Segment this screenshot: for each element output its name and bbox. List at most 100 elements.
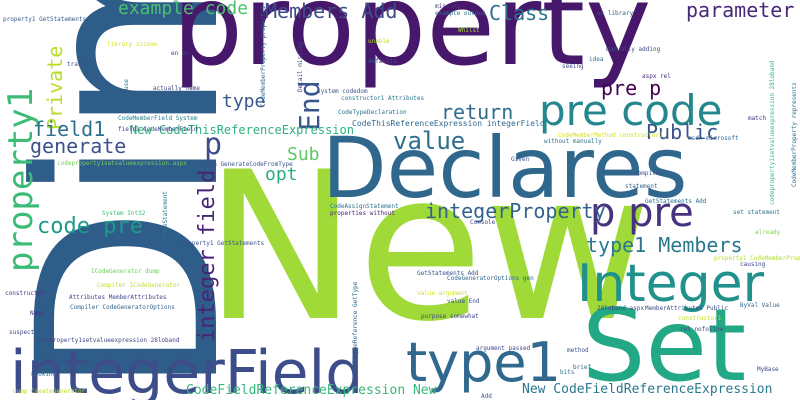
word-byval-value: ByVal Value: [740, 302, 780, 309]
word-bits: bits: [560, 369, 575, 376]
word-codeproperty1setvalueexpression-28loband: codeproperty1setvalueexpression 28loband: [769, 60, 776, 206]
word-already: already: [755, 229, 781, 236]
word-brief: brief: [573, 364, 592, 371]
word-us-library: us library: [597, 10, 634, 17]
word-constructor1-attributes: constructor1 Attributes: [341, 95, 425, 102]
word-memberattributes-public: MemberAttributes Public: [645, 305, 729, 312]
word-new-codefieldreferenceexpression: New CodeFieldReferenceExpression: [522, 382, 773, 397]
word-whilst: Whilst: [458, 27, 480, 34]
word-name: Name: [30, 310, 45, 317]
word-codetypereference-gettype: CodeTypeReference GetType: [352, 281, 359, 372]
word-members-add: Members Add: [265, 0, 398, 23]
word-seeing: seeing: [562, 63, 584, 70]
word-use: use: [123, 79, 130, 90]
word-field1: field1: [33, 117, 106, 141]
word-detail-missing: Detail missing: [297, 41, 304, 92]
word-unable: unable: [368, 38, 390, 45]
word-compiler-icodegenerator: Compiler ICodeGenerator: [97, 282, 181, 289]
word-codeproperty1setvalueexpression-28loband: codeproperty1setvalueexpression 28loband: [35, 337, 180, 344]
word-new: New: [204, 129, 652, 367]
word-codememberproperty-represents: CodeMemberProperty represents: [791, 82, 798, 187]
word-system-int32: System Int32: [102, 210, 146, 217]
word-value-end: value End: [447, 298, 480, 305]
word-codethisreferenceexpression-integerfield: CodeThisReferenceExpression integerField: [352, 119, 545, 128]
word-property1-codememberproperty: property1 CodeMemberProperty: [714, 255, 800, 262]
word-integer: Integer: [577, 254, 765, 314]
word-getstatements-add: GetStatements Add: [645, 198, 707, 205]
word-codetypedeclaration: CodeTypeDeclaration: [338, 109, 407, 116]
word-codeassignstatement: CodeAssignStatement: [330, 203, 399, 210]
word-codeproperty1setvalueexpression-aspx: codeproperty1setvalueexpression.aspx: [57, 160, 188, 167]
word-argument-passed: argument passed: [476, 345, 531, 352]
word-rel-nofollow: rel nofollow: [680, 326, 724, 333]
word-public: Public: [646, 120, 719, 144]
word-codememberfield-system: CodeMemberField System: [118, 115, 198, 122]
word-codestatement: CodeStatement: [162, 191, 169, 238]
word-track: track: [67, 61, 86, 68]
word-causing: causing: [740, 261, 766, 268]
word-method: method: [567, 347, 589, 354]
word-match: match: [748, 115, 767, 122]
word-statement: statement: [625, 183, 658, 190]
word-codemembermethod-constructor1: CodeMemberMethod constructor1: [558, 132, 663, 139]
word-set-statement: set statement: [733, 209, 780, 216]
word-compiles: compiles: [634, 170, 663, 177]
word-compiler-codegeneratoroptions: Compiler CodeGeneratorOptions: [70, 304, 175, 311]
word-given: Given: [511, 156, 530, 163]
word-missing: missing: [435, 3, 461, 10]
word-new-codethisreferenceexpression: New CodeThisReferenceExpression: [130, 123, 354, 137]
word-field1-codememberfield: field1 CodeMemberField: [118, 126, 198, 133]
word-integerfield: integerField: [10, 338, 364, 400]
word-console: Console: [470, 219, 496, 226]
word-en-us: en us: [171, 50, 190, 57]
word-looking: Looking: [31, 371, 57, 378]
word-type1: type1: [406, 331, 561, 394]
word-gen-generatecodefromtype: gen GenerateCodeFromType: [206, 161, 293, 168]
word-codefieldreferenceexpression-new: CodeFieldReferenceExpression New: [186, 383, 437, 398]
word-type1-members: type1 Members: [586, 233, 743, 257]
word-without-manually: without manually: [544, 138, 602, 145]
word-opt: opt: [265, 164, 298, 185]
word-return: return: [441, 100, 514, 124]
word-integerproperty: integerProperty: [425, 199, 606, 223]
word-p: p: [204, 127, 223, 162]
word-pre-code: pre code: [539, 86, 723, 135]
word-purpose-somewhat: purpose somewhat: [421, 313, 479, 320]
word-system-codedom: system codedom: [317, 88, 368, 95]
word-dump-creategenerator: dump CreateGenerator: [13, 388, 86, 395]
word-integer-field: integer field: [195, 169, 220, 342]
word-actually-name: actually name: [153, 85, 200, 92]
word-aspx-rel: aspx rel: [642, 73, 671, 80]
word-defaults: defaults: [368, 58, 397, 65]
word-pre-p: pre p: [601, 76, 662, 100]
word-value-argument: value argument: [417, 290, 468, 297]
word-value: value: [393, 127, 466, 155]
word-codegeneratoroptions-gen: CodeGeneratorOptions gen: [447, 275, 534, 282]
word-sub: Sub: [287, 144, 320, 165]
word-getstatements-add: GetStatements Add: [417, 270, 479, 277]
word-28loband-aspx: 28loband aspx: [597, 305, 644, 312]
word-attributes-memberattributes: Attributes MemberAttributes: [69, 294, 167, 301]
word-parameter: parameter: [686, 0, 795, 22]
word-property: property: [172, 0, 652, 91]
word-set: Set: [582, 287, 747, 400]
word-property1: property1: [1, 87, 41, 272]
word-msdn-microsoft: msdn microsoft: [688, 135, 739, 142]
word-class: Class: [489, 1, 550, 25]
word-properties-without: properties without: [330, 210, 396, 217]
word-add: Add: [481, 393, 492, 400]
word-codememberproperty-property1: CodeMemberProperty property1: [260, 5, 267, 107]
word-icodegenerator-dump: ICodeGenerator dump: [91, 268, 160, 275]
word-suspect: suspect: [9, 329, 35, 336]
word-declares: Declares: [322, 119, 688, 217]
word-type: type: [222, 91, 266, 112]
word-property1-getstatements: property1 GetStatements: [3, 16, 87, 23]
word-p-pre: p pre: [590, 190, 694, 236]
word-manually-adding: manually adding: [606, 46, 661, 53]
word-example-code: example code: [118, 0, 249, 19]
word-idea: idea: [589, 56, 604, 63]
word-code-pre: code pre: [37, 214, 143, 239]
word-example-output: example output: [435, 10, 486, 17]
word-constructor: constructor: [5, 290, 45, 297]
